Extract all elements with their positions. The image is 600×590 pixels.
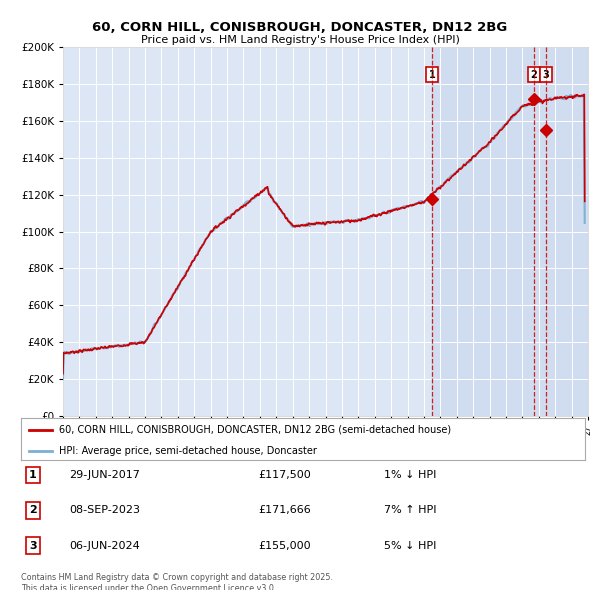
Text: £155,000: £155,000 xyxy=(258,541,311,550)
Text: £171,666: £171,666 xyxy=(258,506,311,515)
Text: 06-JUN-2024: 06-JUN-2024 xyxy=(69,541,140,550)
Text: 1: 1 xyxy=(428,70,436,80)
Text: 60, CORN HILL, CONISBROUGH, DONCASTER, DN12 2BG: 60, CORN HILL, CONISBROUGH, DONCASTER, D… xyxy=(92,21,508,34)
Text: 3: 3 xyxy=(542,70,549,80)
Text: 2: 2 xyxy=(29,506,37,515)
Text: 1: 1 xyxy=(29,470,37,480)
Text: 29-JUN-2017: 29-JUN-2017 xyxy=(69,470,140,480)
Text: 2: 2 xyxy=(530,70,537,80)
Text: HPI: Average price, semi-detached house, Doncaster: HPI: Average price, semi-detached house,… xyxy=(59,446,317,456)
Bar xyxy=(546,47,588,416)
Text: Contains HM Land Registry data © Crown copyright and database right 2025.
This d: Contains HM Land Registry data © Crown c… xyxy=(21,573,333,590)
Text: 3: 3 xyxy=(29,541,37,550)
Text: 7% ↑ HPI: 7% ↑ HPI xyxy=(384,506,437,515)
Text: £117,500: £117,500 xyxy=(258,470,311,480)
Text: 1% ↓ HPI: 1% ↓ HPI xyxy=(384,470,436,480)
Bar xyxy=(432,47,588,416)
Text: 5% ↓ HPI: 5% ↓ HPI xyxy=(384,541,436,550)
Text: 60, CORN HILL, CONISBROUGH, DONCASTER, DN12 2BG (semi-detached house): 60, CORN HILL, CONISBROUGH, DONCASTER, D… xyxy=(59,425,451,435)
Text: 08-SEP-2023: 08-SEP-2023 xyxy=(69,506,140,515)
Text: Price paid vs. HM Land Registry's House Price Index (HPI): Price paid vs. HM Land Registry's House … xyxy=(140,35,460,45)
